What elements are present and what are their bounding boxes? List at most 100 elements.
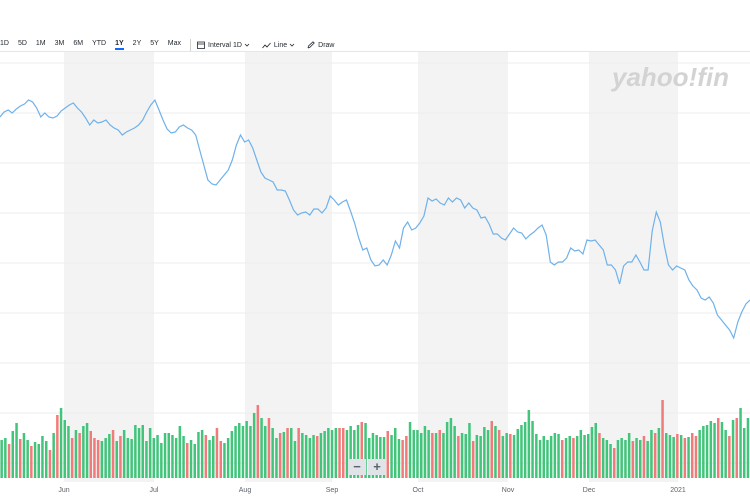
volume-bar [278,433,282,478]
volume-bar [178,426,182,478]
month-band [245,52,332,482]
volume-bar [590,427,594,478]
volume-bar [345,430,349,478]
volume-bar [557,434,560,478]
volume-bar [297,428,300,478]
volume-bar [271,428,274,478]
month-band [589,52,678,482]
range-6m[interactable]: 6M [73,40,84,47]
volume-bar [304,435,308,478]
chart-toolbar: 1D 5D 1M 3M 6M YTD 1Y 2Y 5Y Max Interval 1D Line … [0,36,750,54]
volume-bar [245,421,248,478]
volume-bar [267,418,271,478]
volume-bar [642,436,646,478]
volume-bar [130,439,133,478]
volume-bar [497,430,501,478]
volume-bar [490,421,493,478]
volume-bar [661,400,664,478]
range-5y[interactable]: 5Y [150,40,159,47]
volume-bar [0,440,3,478]
chart-type-dropdown[interactable]: Line [262,42,298,49]
draw-button[interactable]: Draw [307,41,334,49]
volume-bar [520,425,523,478]
volume-bar [301,433,304,478]
line-chart-icon [262,42,271,48]
volume-bar [527,410,531,478]
volume-bar [85,423,89,478]
volume-bar [724,430,727,478]
x-tick-label: Oct [413,487,424,494]
volume-bar [349,426,352,478]
volume-bar [635,438,638,478]
volume-bar [464,434,467,478]
interval-value: 1D [232,41,242,49]
volume-bar [48,450,52,478]
volume-bar [646,441,649,478]
volume-bar [687,437,690,478]
volume-bar [63,420,66,478]
chevron-down-icon [289,43,295,47]
volume-bar [327,428,330,478]
volume-bar [594,423,597,478]
volume-bar [234,426,237,478]
volume-bar [731,420,735,478]
range-1y[interactable]: 1Y [115,40,124,50]
volume-bar [100,441,104,478]
volume-bar [122,430,126,478]
zoom-out-button[interactable]: − [348,459,366,475]
volume-bar [720,422,724,478]
volume-bar [115,441,118,478]
volume-bar [434,433,438,478]
volume-bar [505,433,508,478]
draw-label: Draw [318,41,335,49]
volume-bar [70,438,74,478]
volume-bar [208,440,211,478]
range-ytd[interactable]: YTD [92,40,107,47]
volume-bar [572,438,575,478]
range-1m[interactable]: 1M [35,40,46,47]
volume-bar [379,437,382,478]
volume-bar [631,441,635,478]
volume-bar [535,434,538,478]
volume-bar [698,430,701,478]
volume-bar [702,426,705,478]
volume-bar [22,433,26,478]
volume-bar [598,433,601,478]
volume-bar [743,428,746,478]
volume-bar [605,440,609,478]
range-1d[interactable]: 1D [0,40,9,47]
range-max[interactable]: Max [167,40,182,47]
volume-bar [542,436,545,478]
range-5d[interactable]: 5D [17,40,27,47]
volume-bar [553,433,557,478]
interval-dropdown[interactable]: Interval 1D [197,41,253,49]
volume-bar [431,433,434,478]
toolbar-divider [190,39,192,51]
volume-bar [256,405,260,478]
price-line[interactable] [0,98,750,340]
volume-bar [394,428,397,478]
volume-bar [579,430,583,478]
volume-bar [423,426,427,478]
volume-bar [360,422,363,478]
volume-bar [568,436,571,478]
range-2y[interactable]: 2Y [132,40,142,47]
volume-bar [679,435,683,478]
x-tick-label: Dec [583,487,596,494]
volume-bar [390,435,393,478]
volume-bar [624,440,627,478]
zoom-in-button[interactable]: + [368,459,386,475]
volume-bar [449,418,453,478]
volume-bar [26,440,29,478]
volume-bar [739,408,742,478]
volume-bar [52,433,55,478]
range-3m[interactable]: 3M [54,40,65,47]
volume-bar [438,430,441,478]
volume-bar [4,438,7,478]
volume-bar [160,443,163,478]
volume-bar [575,436,579,478]
volume-bar [59,408,63,478]
month-bands [64,52,678,482]
volume-bar [334,428,338,478]
